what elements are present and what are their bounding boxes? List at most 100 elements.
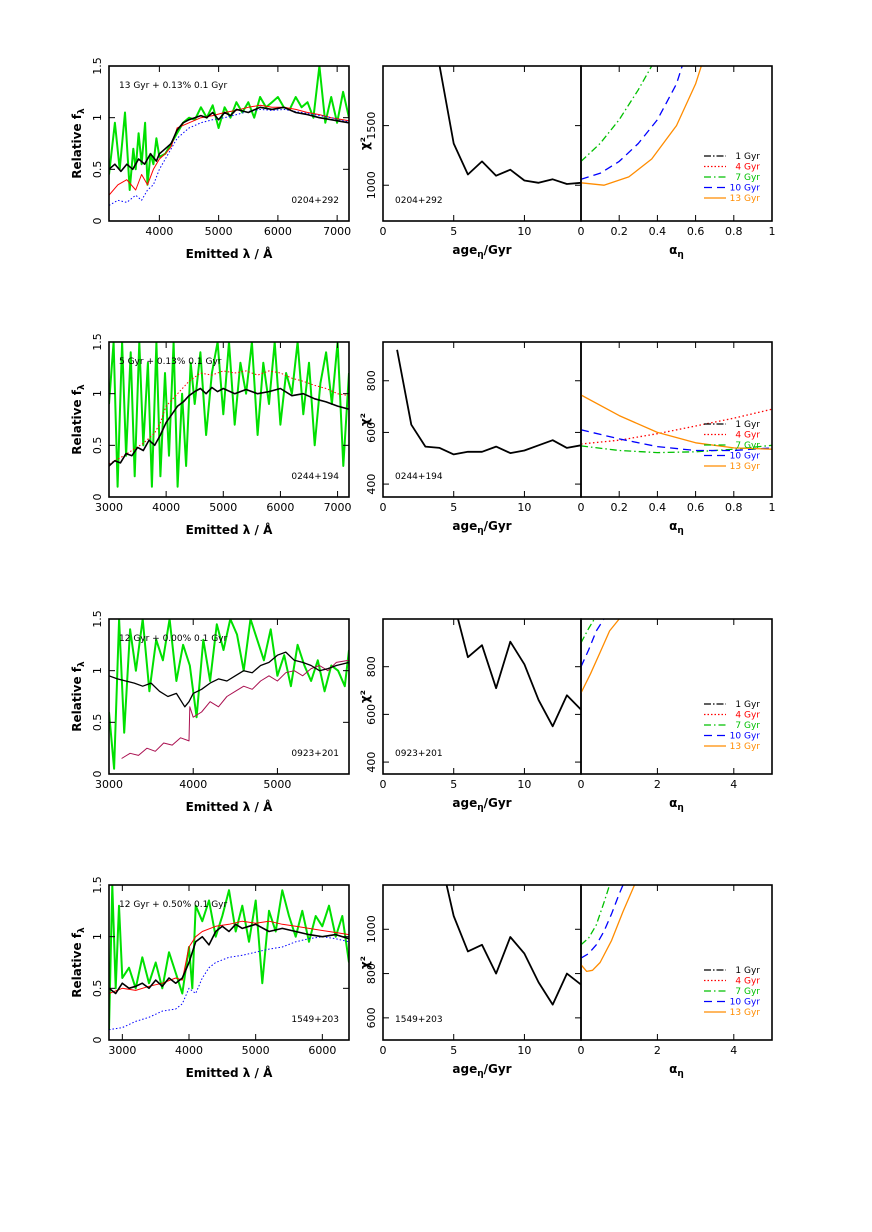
y-axis-label: χ² (358, 137, 372, 150)
y-tick-label: 0 (91, 1037, 104, 1044)
x-tick-label: 4000 (179, 778, 207, 791)
y-tick-label: 1000 (365, 915, 378, 943)
legend-entry: 10 Gyr (730, 184, 761, 194)
plot-frame (580, 884, 773, 1041)
series-group (109, 619, 349, 770)
model-annotation: 13 Gyr + 0.13% 0.1 Gyr (119, 81, 228, 91)
7-gyr-line (581, 66, 653, 162)
y-tick-label: 1 (91, 390, 104, 397)
plot-frame (108, 341, 350, 498)
7-gyr-line (581, 619, 595, 644)
y-tick-label: 1 (91, 667, 104, 674)
x-tick-label: 0.2 (610, 225, 628, 238)
series-0-line (109, 885, 349, 1030)
model-annotation: 5 Gyr + 0.13% 0.1 Gyr (119, 357, 222, 367)
4-gyr-line (581, 408, 772, 445)
series-0-line (438, 66, 581, 185)
y-tick-label: 800 (365, 656, 378, 677)
plot-frame (108, 884, 350, 1041)
x-tick-label: 4000 (152, 501, 180, 514)
x-tick-label: 4 (730, 1044, 737, 1057)
series-1-line (121, 659, 349, 759)
y-tick-label: 0 (91, 218, 104, 225)
x-tick-label: 10 (517, 1044, 531, 1057)
legend-entry: 7 Gyr (735, 721, 760, 731)
legend-entry: 1 Gyr (735, 152, 760, 162)
series-0-line (109, 66, 349, 191)
legend-entry: 13 Gyr (730, 194, 761, 204)
x-tick-label: 0 (578, 778, 585, 791)
x-axis-label: αη (669, 1062, 684, 1079)
x-tick-label: 7000 (323, 225, 351, 238)
x-tick-label: 10 (517, 778, 531, 791)
y-tick-label: 600 (365, 422, 378, 443)
panel-age-0923: 0 5 10 400 600 800 ageη/Gyr χ² 0923+201 (358, 618, 582, 813)
x-tick-label: 6000 (264, 225, 292, 238)
x-tick-label: 3000 (95, 778, 123, 791)
x-axis-label: Emitted λ / Å (186, 799, 274, 814)
y-axis-label: χ² (358, 690, 372, 703)
plot-frame (580, 618, 773, 775)
legend-entry: 13 Gyr (730, 1008, 761, 1018)
object-label: 1549+203 (291, 1015, 339, 1025)
x-tick-label: 0.6 (687, 225, 705, 238)
x-axis-label: αη (669, 796, 684, 813)
x-tick-label: 1 (769, 225, 776, 238)
plot-frame (580, 65, 773, 222)
x-tick-label: 5 (450, 501, 457, 514)
x-tick-label: 0 (578, 225, 585, 238)
10-gyr-line (581, 885, 624, 959)
x-tick-label: 0.8 (725, 225, 743, 238)
x-tick-label: 0.4 (649, 501, 667, 514)
y-tick-label: 0.5 (91, 437, 104, 455)
series-2-line (109, 386, 349, 467)
series-group (109, 66, 349, 206)
object-label: 0923+201 (395, 749, 443, 759)
series-group (445, 885, 581, 1006)
x-tick-label: 0 (380, 501, 387, 514)
series-2-line (109, 936, 349, 1031)
object-label: 0244+194 (395, 472, 443, 482)
x-tick-label: 3000 (95, 501, 123, 514)
panel-age-0244: 0 5 10 400 600 800 ageη/Gyr χ² 0244+194 (358, 341, 582, 536)
legend-entry: 10 Gyr (730, 732, 761, 742)
x-axis-label: Emitted λ / Å (186, 1065, 274, 1080)
x-tick-label: 5000 (205, 225, 233, 238)
legend-entry: 13 Gyr (730, 742, 761, 752)
legend-entry: 7 Gyr (735, 173, 760, 183)
legend-entry: 4 Gyr (735, 711, 760, 721)
x-tick-label: 4000 (175, 1044, 203, 1057)
legend-entry: 1 Gyr (735, 700, 760, 710)
x-tick-label: 6000 (266, 501, 294, 514)
x-tick-label: 3000 (108, 1044, 136, 1057)
y-axis-label: Relative fλ (70, 927, 87, 998)
x-tick-label: 7000 (324, 501, 352, 514)
x-axis-label: αη (669, 519, 684, 536)
x-axis-label: ageη/Gyr (452, 1062, 511, 1079)
y-tick-label: 1.5 (91, 876, 104, 894)
x-tick-label: 2 (654, 778, 661, 791)
x-tick-label: 5 (450, 225, 457, 238)
y-tick-label: 1 (91, 933, 104, 940)
plot-frame (580, 341, 773, 498)
y-tick-label: 0 (91, 494, 104, 501)
panel-spec-0204: 4000 5000 6000 7000 0 0.5 1 1.5 Emitted λ / Å Rel… (70, 57, 351, 261)
series-group (396, 349, 581, 456)
x-axis-label: ageη/Gyr (452, 243, 511, 260)
7-gyr-line (581, 885, 611, 946)
legend-entry: 13 Gyr (730, 462, 761, 472)
x-tick-label: 0.6 (687, 501, 705, 514)
x-tick-label: 5 (450, 1044, 457, 1057)
legend-entry: 10 Gyr (730, 998, 761, 1008)
x-axis-label: Emitted λ / Å (186, 522, 274, 537)
y-axis-label: χ² (358, 956, 372, 969)
series-0-line (396, 349, 581, 456)
x-tick-label: 0 (380, 1044, 387, 1057)
object-label: 1549+203 (395, 1015, 443, 1025)
y-axis-label: Relative fλ (70, 108, 87, 179)
panel-age-1549: 0 5 10 600 800 1000 ageη/Gyr χ² 1549+203 (358, 884, 582, 1079)
